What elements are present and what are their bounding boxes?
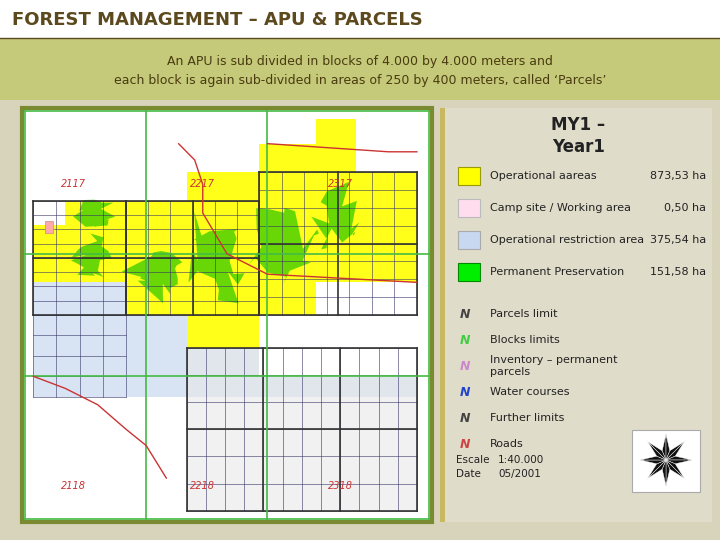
Polygon shape [647,460,666,478]
Text: 0,50 ha: 0,50 ha [664,203,706,213]
Text: Date: Date [456,469,481,479]
Polygon shape [122,251,182,303]
Polygon shape [662,460,666,486]
Text: Escale: Escale [456,455,490,465]
Bar [632,430,700,492]
Polygon shape [666,434,670,460]
Polygon shape [666,460,692,464]
Text: N: N [460,386,470,399]
Polygon shape [647,442,666,460]
Text: N: N [460,334,470,347]
Bar [458,167,480,185]
Text: Inventory – permanent
parcels: Inventory – permanent parcels [490,355,618,377]
Text: Permanent Preservation: Permanent Preservation [490,267,624,277]
Polygon shape [666,460,685,478]
Bar [22,108,432,522]
Bar [458,263,480,281]
Polygon shape [33,282,417,396]
Text: N: N [460,307,470,321]
Bar [440,108,712,522]
Text: Camp site / Working area: Camp site / Working area [490,203,631,213]
Text: Parcels limit: Parcels limit [490,309,557,319]
Text: FOREST MANAGEMENT – APU & PARCELS: FOREST MANAGEMENT – APU & PARCELS [12,11,423,29]
Polygon shape [666,460,685,478]
Text: 05/2001: 05/2001 [498,469,541,479]
Bar [440,108,445,522]
Text: 151,58 ha: 151,58 ha [650,267,706,277]
Polygon shape [248,208,319,285]
Bar [458,231,480,249]
Text: 2317: 2317 [328,179,353,190]
Polygon shape [666,456,692,460]
Bar [0,100,720,540]
Bar [458,199,480,217]
Text: Roads: Roads [490,439,523,449]
Text: 2217: 2217 [190,179,215,190]
Text: 2218: 2218 [190,481,215,491]
Bar [45,221,53,233]
Text: 2118: 2118 [61,481,86,491]
Polygon shape [311,182,359,249]
Text: Further limits: Further limits [490,413,564,423]
Text: 2117: 2117 [61,179,86,190]
Text: N: N [460,411,470,424]
Polygon shape [186,348,417,511]
Text: 375,54 ha: 375,54 ha [649,235,706,245]
Polygon shape [647,460,666,478]
Text: 873,53 ha: 873,53 ha [649,171,706,181]
Text: An APU is sub divided in blocks of 4.000 by 4.000 meters and: An APU is sub divided in blocks of 4.000… [167,55,553,68]
Polygon shape [666,442,685,460]
Text: N: N [460,360,470,373]
Text: 2318: 2318 [328,481,353,491]
Polygon shape [73,200,115,227]
Text: MY1 –
Year1: MY1 – Year1 [552,116,606,156]
Bar [0,38,720,100]
Polygon shape [640,460,666,464]
Polygon shape [666,442,685,460]
Polygon shape [71,233,112,277]
Text: N: N [460,437,470,450]
Polygon shape [640,456,666,460]
Polygon shape [189,212,245,303]
Text: Operational aareas: Operational aareas [490,171,597,181]
Text: Blocks limits: Blocks limits [490,335,559,345]
Polygon shape [647,442,666,460]
Text: 1:40.000: 1:40.000 [498,455,544,465]
Text: Water courses: Water courses [490,387,570,397]
Text: Operational restriction area: Operational restriction area [490,235,644,245]
Text: each block is again sub-divided in areas of 250 by 400 meters, called ‘Parcels’: each block is again sub-divided in areas… [114,73,606,86]
Polygon shape [662,434,666,460]
Polygon shape [33,119,417,348]
Polygon shape [666,460,670,486]
